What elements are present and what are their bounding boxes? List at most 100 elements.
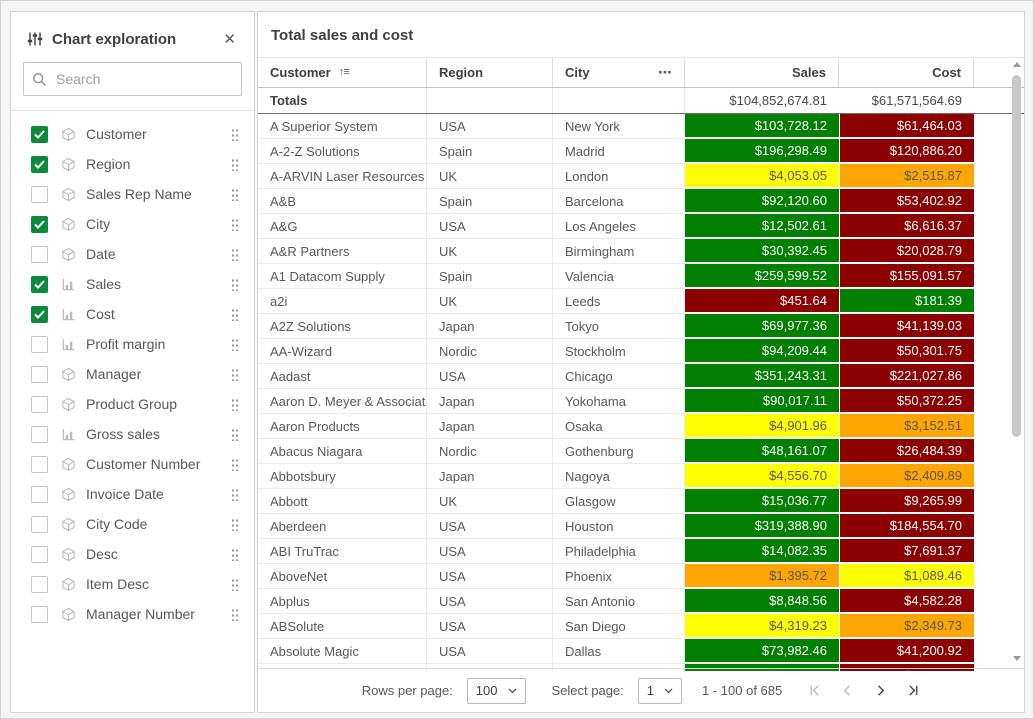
- cell-cost[interactable]: $9,265.99: [839, 489, 974, 514]
- column-header-customer[interactable]: Customer ↑≡: [258, 58, 427, 87]
- cell-region[interactable]: USA: [427, 664, 553, 671]
- cell-city[interactable]: London: [553, 164, 685, 189]
- field-checkbox[interactable]: [31, 425, 48, 443]
- cell-cost[interactable]: $181.39: [839, 289, 974, 314]
- cell-sales[interactable]: $15,036.77: [685, 489, 839, 514]
- cell-sales[interactable]: $30,392.45: [685, 239, 839, 264]
- cell-customer[interactable]: A2Z Solutions: [258, 314, 427, 339]
- column-header-cost[interactable]: Cost: [839, 58, 974, 87]
- cell-region[interactable]: USA: [427, 364, 553, 389]
- cell-city[interactable]: Stockholm: [553, 339, 685, 364]
- cell-region[interactable]: Japan: [427, 464, 553, 489]
- cell-region[interactable]: USA: [427, 539, 553, 564]
- drag-handle-icon[interactable]: [231, 547, 239, 561]
- field-list-item[interactable]: Sales: [11, 269, 254, 299]
- cell-city[interactable]: Nagoya: [553, 464, 685, 489]
- field-list-item[interactable]: Manager: [11, 359, 254, 389]
- cell-customer[interactable]: Aadast: [258, 364, 427, 389]
- cell-customer[interactable]: A1 Datacom Supply: [258, 264, 427, 289]
- cell-sales[interactable]: $12,502.61: [685, 214, 839, 239]
- cell-city[interactable]: San Diego: [553, 614, 685, 639]
- field-checkbox[interactable]: [31, 575, 48, 593]
- cell-city[interactable]: Glasgow: [553, 489, 685, 514]
- field-list-item[interactable]: City: [11, 209, 254, 239]
- cell-cost[interactable]: $26,484.39: [839, 439, 974, 464]
- cell-sales[interactable]: $69,977.36: [685, 314, 839, 339]
- cell-region[interactable]: Spain: [427, 189, 553, 214]
- cell-region[interactable]: USA: [427, 639, 553, 664]
- cell-city[interactable]: Seattle: [553, 664, 685, 671]
- cell-sales[interactable]: $4,901.96: [685, 414, 839, 439]
- cell-city[interactable]: Chicago: [553, 364, 685, 389]
- cell-sales[interactable]: $8,848.56: [685, 589, 839, 614]
- cell-city[interactable]: Philadelphia: [553, 539, 685, 564]
- field-list-item[interactable]: Sales Rep Name: [11, 179, 254, 209]
- cell-cost[interactable]: $50,301.75: [839, 339, 974, 364]
- cell-city[interactable]: Barcelona: [553, 189, 685, 214]
- drag-handle-icon[interactable]: [231, 157, 239, 171]
- field-list-item[interactable]: Invoice Date: [11, 479, 254, 509]
- field-checkbox[interactable]: [31, 485, 48, 503]
- drag-handle-icon[interactable]: [231, 577, 239, 591]
- cell-cost[interactable]: $20,028.79: [839, 239, 974, 264]
- cell-sales[interactable]: $48,161.07: [685, 439, 839, 464]
- cell-cost[interactable]: $2,515.87: [839, 164, 974, 189]
- drag-handle-icon[interactable]: [231, 127, 239, 141]
- cell-cost[interactable]: $2,349.73: [839, 614, 974, 639]
- cell-sales[interactable]: $259,599.52: [685, 264, 839, 289]
- drag-handle-icon[interactable]: [231, 187, 239, 201]
- cell-cost[interactable]: $184,554.70: [839, 514, 974, 539]
- field-checkbox[interactable]: [31, 215, 48, 233]
- rows-per-page-select[interactable]: 100: [466, 677, 526, 704]
- cell-sales[interactable]: $4,053.05: [685, 164, 839, 189]
- cell-cost[interactable]: $53,402.92: [839, 189, 974, 214]
- column-header-region[interactable]: Region: [427, 58, 553, 87]
- cell-city[interactable]: Houston: [553, 514, 685, 539]
- cell-city[interactable]: Phoenix: [553, 564, 685, 589]
- cell-customer[interactable]: Abbott: [258, 489, 427, 514]
- cell-customer[interactable]: A Superior System: [258, 114, 427, 139]
- cell-customer[interactable]: Abplus: [258, 589, 427, 614]
- cell-customer[interactable]: ABI TruTrac: [258, 539, 427, 564]
- cell-city[interactable]: Birmingham: [553, 239, 685, 264]
- cell-sales[interactable]: $319,388.90: [685, 514, 839, 539]
- cell-region[interactable]: Japan: [427, 314, 553, 339]
- cell-cost[interactable]: $61,464.03: [839, 114, 974, 139]
- cell-customer[interactable]: Aaron Products: [258, 414, 427, 439]
- cell-customer[interactable]: AboveNet: [258, 564, 427, 589]
- field-checkbox[interactable]: [31, 305, 48, 323]
- cell-cost[interactable]: $4,878.87: [839, 664, 974, 671]
- last-page-button[interactable]: [907, 684, 920, 697]
- cell-city[interactable]: Gothenburg: [553, 439, 685, 464]
- cell-sales[interactable]: $1,395.72: [685, 564, 839, 589]
- field-list-item[interactable]: Item Desc: [11, 569, 254, 599]
- cell-region[interactable]: Nordic: [427, 339, 553, 364]
- cell-cost[interactable]: $4,582.28: [839, 589, 974, 614]
- cell-cost[interactable]: $1,089.46: [839, 564, 974, 589]
- cell-city[interactable]: Los Angeles: [553, 214, 685, 239]
- cell-customer[interactable]: A-ARVIN Laser Resources: [258, 164, 427, 189]
- search-box[interactable]: [23, 62, 242, 96]
- vertical-scrollbar[interactable]: [1011, 59, 1022, 664]
- cell-customer[interactable]: A-2-Z Solutions: [258, 139, 427, 164]
- drag-handle-icon[interactable]: [231, 397, 239, 411]
- cell-city[interactable]: Yokohama: [553, 389, 685, 414]
- cell-cost[interactable]: $41,139.03: [839, 314, 974, 339]
- drag-handle-icon[interactable]: [231, 607, 239, 621]
- cell-region[interactable]: USA: [427, 214, 553, 239]
- cell-region[interactable]: USA: [427, 589, 553, 614]
- field-list-item[interactable]: Product Group: [11, 389, 254, 419]
- cell-sales[interactable]: $90,017.11: [685, 389, 839, 414]
- cell-cost[interactable]: $221,027.86: [839, 364, 974, 389]
- field-checkbox[interactable]: [31, 335, 48, 353]
- search-input[interactable]: [54, 70, 239, 88]
- cell-cost[interactable]: $7,691.37: [839, 539, 974, 564]
- cell-sales[interactable]: $92,120.60: [685, 189, 839, 214]
- cell-sales[interactable]: $103,728.12: [685, 114, 839, 139]
- cell-city[interactable]: San Antonio: [553, 589, 685, 614]
- field-list-item[interactable]: Manager Number: [11, 599, 254, 629]
- cell-cost[interactable]: $155,091.57: [839, 264, 974, 289]
- cell-region[interactable]: USA: [427, 114, 553, 139]
- cell-region[interactable]: UK: [427, 289, 553, 314]
- scrollbar-thumb[interactable]: [1012, 75, 1021, 437]
